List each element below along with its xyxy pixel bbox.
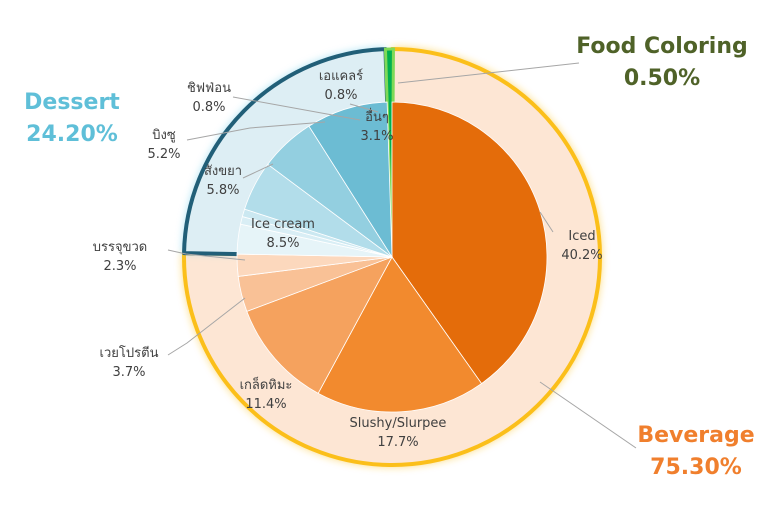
iced-leader [539, 211, 554, 233]
bingsu-value: 5.2% [147, 147, 180, 162]
others-value: 3.1% [360, 129, 393, 144]
sangkhaya-label: สังขยา [204, 164, 242, 179]
food-coloring-ring-segment [383, 47, 395, 258]
chiffon-label: ชิฟฟ่อน [187, 81, 231, 96]
ice-cream-value: 8.5% [266, 236, 299, 251]
whey-protein-leader [167, 297, 246, 356]
beverage-group-label: Beverage [637, 423, 754, 448]
kled-hima-value: 11.4% [245, 397, 286, 412]
chiffon-leader [232, 96, 361, 121]
beverage-group-percent: 75.30% [650, 455, 742, 480]
eclair-leader [349, 103, 379, 113]
bottled-value: 2.3% [103, 259, 136, 274]
whey-protein-value: 3.7% [112, 365, 145, 380]
dessert-group-label: Dessert [24, 90, 120, 115]
whey-protein-label: เวยโปรตีน [100, 345, 159, 361]
dessert-group-percent: 24.20% [26, 122, 118, 147]
ice-cream-label: Ice cream [251, 217, 315, 232]
bingsu-leader [186, 121, 326, 141]
bottled-leader [167, 249, 246, 261]
slice-item [246, 256, 393, 394]
chiffon-value: 0.8% [192, 100, 225, 115]
bingsu-label: บิงซู [152, 128, 176, 143]
eclair-value: 0.8% [324, 88, 357, 103]
slice-slushy-slurpee [317, 256, 483, 413]
food-coloring-group-label: Food Coloring [576, 34, 748, 59]
slice-ice-cream [308, 101, 393, 259]
bottled-label: บรรจุขวด [93, 240, 147, 255]
beverage-leader [539, 381, 637, 449]
food-coloring-leader [397, 62, 580, 84]
sangkhaya-value: 5.8% [206, 183, 239, 198]
slushy-label: Slushy/Slurpee [350, 416, 447, 431]
iced-value: 40.2% [561, 248, 602, 263]
sangkhaya-leader [242, 163, 274, 179]
kled-hima-label: เกล็ดหิมะ [240, 375, 293, 393]
slice-iced [391, 101, 548, 385]
food-coloring-group-percent: 0.50% [624, 66, 700, 91]
eclair-label: เอแคลร์ [319, 68, 363, 84]
slushy-value: 17.7% [377, 435, 418, 450]
others-label: อื่นๆ [365, 108, 389, 125]
iced-label: Iced [568, 229, 595, 244]
